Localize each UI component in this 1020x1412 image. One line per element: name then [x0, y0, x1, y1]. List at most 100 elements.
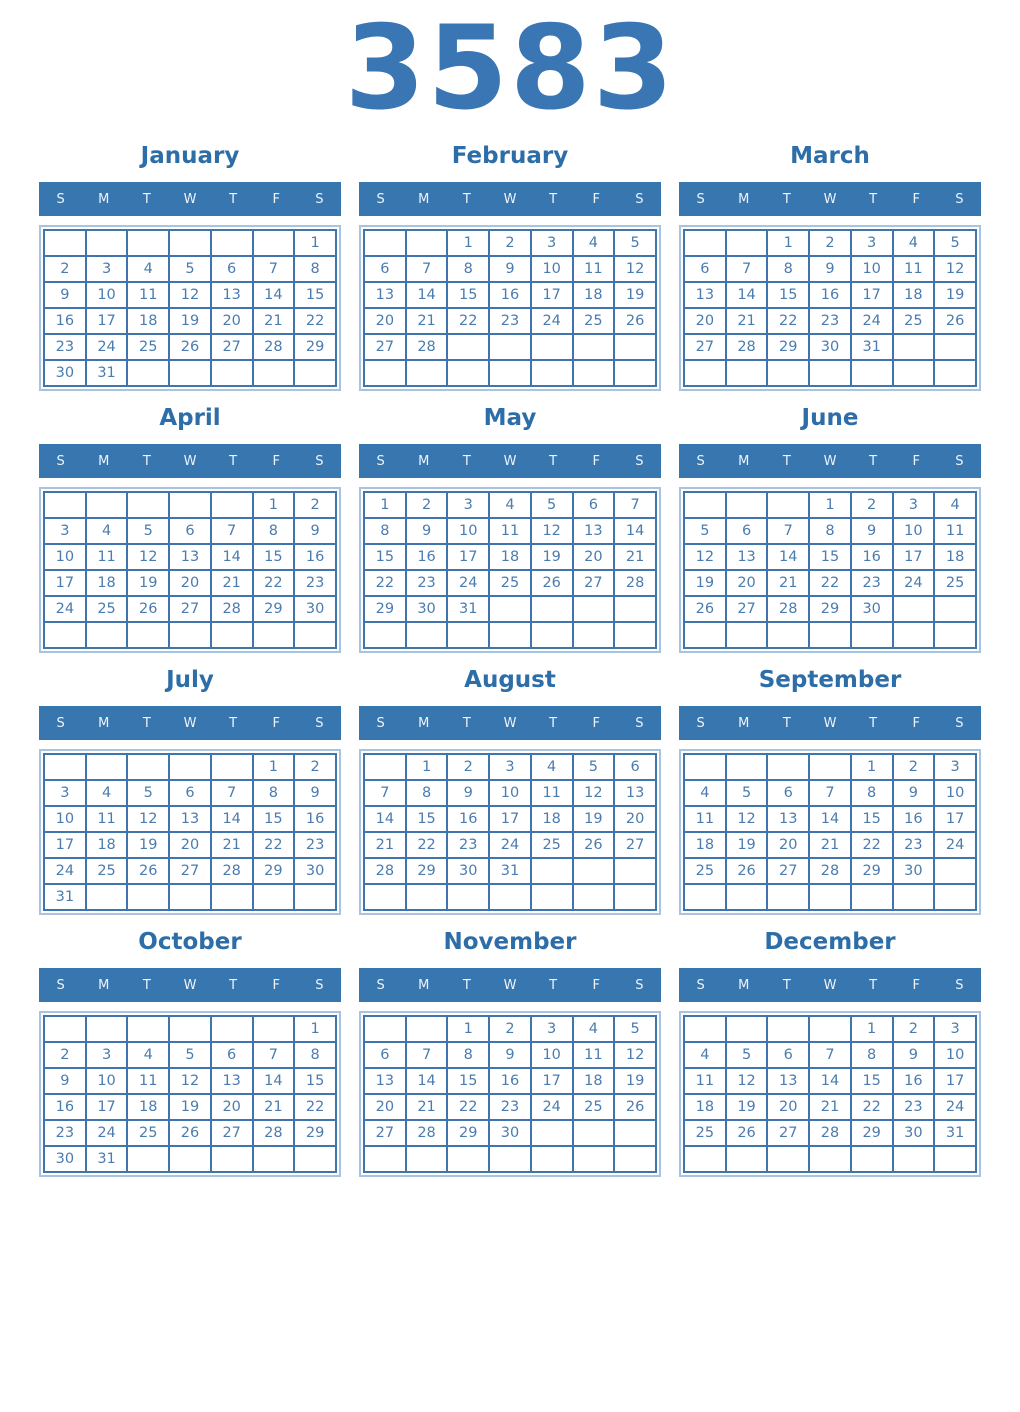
calendar-table: 1 2 3 4 5 6 7 8 9 10 11 12 13 14 15 16 17 18 19 20 21 22 23 24 2… [363, 753, 657, 912]
day-cell: 8 [251, 779, 296, 808]
day-cell: 11 [488, 517, 532, 546]
week-row: 12 13 14 15 16 17 18 [683, 543, 977, 572]
empty-day-cell [84, 1015, 129, 1044]
empty-day-cell [363, 883, 407, 912]
week-row: 31 [43, 883, 337, 912]
day-cell: 20 [766, 1093, 811, 1122]
day-cell: 27 [209, 333, 254, 362]
day-cell: 18 [933, 543, 977, 572]
month-title: July [166, 667, 214, 694]
day-cell: 31 [933, 1119, 977, 1148]
empty-day-cell [724, 753, 769, 782]
empty-day-cell [766, 621, 811, 650]
day-cell: 15 [293, 1067, 337, 1096]
day-cell: 19 [126, 831, 171, 860]
day-cell: 18 [488, 543, 532, 572]
day-cell: 24 [84, 333, 129, 362]
weekday-header: W [183, 453, 197, 469]
day-cell: 25 [488, 569, 532, 598]
day-cell: 4 [529, 753, 574, 782]
year-title: 3583 [344, 1, 676, 136]
day-cell: 17 [849, 281, 894, 310]
weekday-header: T [782, 191, 791, 207]
day-cell: 26 [724, 1119, 769, 1148]
day-cell: 21 [363, 831, 407, 860]
day-cell: 27 [209, 1119, 254, 1148]
day-cell: 2 [446, 753, 491, 782]
weekday-header: S [56, 977, 65, 993]
day-cell: 23 [849, 569, 894, 598]
day-cell: 3 [529, 1015, 574, 1044]
empty-day-cell [126, 359, 171, 388]
empty-day-cell [363, 1145, 407, 1174]
day-cell: 25 [529, 831, 574, 860]
day-cell: 22 [293, 1093, 337, 1122]
day-cell: 19 [683, 569, 727, 598]
day-cell: 17 [43, 569, 87, 598]
week-row: 6 7 8 9 10 11 12 [363, 255, 657, 284]
calendar-table: 1 2 3 4 5 6 7 8 9 10 11 12 13 14 15 16 17 18 19 20 21 22 23 24 2… [43, 1015, 337, 1174]
weekday-header: S [315, 977, 324, 993]
day-cell: 24 [933, 831, 977, 860]
day-cell: 2 [891, 1015, 936, 1044]
day-cell: 27 [168, 595, 212, 624]
empty-day-cell [613, 595, 657, 624]
day-cell: 22 [808, 569, 852, 598]
day-cell: 9 [43, 1067, 87, 1096]
weekday-header: S [696, 453, 705, 469]
day-cell: 2 [849, 491, 894, 520]
day-cell: 26 [529, 569, 574, 598]
weekday-header: F [272, 977, 281, 993]
weekday-header: T [229, 715, 238, 731]
weekday-header: W [183, 715, 197, 731]
empty-day-cell [168, 1145, 212, 1174]
weekday-header: F [592, 453, 601, 469]
month-title: May [483, 405, 537, 432]
month-grid: 1 2 3 4 5 6 7 8 9 10 11 12 13 14 15 16 17 18 19 20 21 22 23 24 2… [39, 749, 341, 916]
day-cell: 21 [404, 1093, 449, 1122]
week-row [683, 883, 977, 912]
day-cell: 12 [126, 543, 171, 572]
day-cell: 8 [849, 1041, 894, 1070]
day-cell: 14 [209, 805, 254, 834]
week-row: 26 27 28 29 30 [683, 595, 977, 624]
empty-day-cell [293, 359, 337, 388]
empty-day-cell [529, 883, 574, 912]
day-cell: 20 [683, 307, 727, 336]
day-cell: 24 [849, 307, 894, 336]
day-cell: 21 [613, 543, 657, 572]
calendar-table: 1 2 3 4 5 6 7 8 9 10 11 12 13 14 15 16 17 18 19 20 21 22 23 24 2… [683, 1015, 977, 1174]
calendar-table: 1 2 3 4 5 6 7 8 9 10 11 12 13 14 15 16 17 18 19 20 21 22 23 24 2… [363, 491, 657, 650]
day-cell: 11 [683, 805, 727, 834]
empty-day-cell [293, 1145, 337, 1174]
weekday-header: S [635, 453, 644, 469]
week-row: 1 [43, 229, 337, 258]
empty-day-cell [446, 333, 491, 362]
day-cell: 12 [168, 281, 212, 310]
day-cell: 13 [168, 543, 212, 572]
empty-day-cell [488, 333, 532, 362]
day-cell: 12 [613, 255, 657, 284]
day-cell: 13 [168, 805, 212, 834]
day-cell: 16 [43, 1093, 87, 1122]
month-title: March [790, 143, 870, 170]
day-cell: 24 [529, 1093, 574, 1122]
day-cell: 12 [683, 543, 727, 572]
day-cell: 25 [84, 595, 129, 624]
week-row: 4 5 6 7 8 9 10 [683, 779, 977, 808]
day-cell: 19 [126, 569, 171, 598]
week-row [363, 359, 657, 388]
day-cell: 9 [891, 1041, 936, 1070]
month-grid: 1 2 3 4 5 6 7 8 9 10 11 12 13 14 15 16 17 18 19 20 21 22 23 24 2… [39, 1011, 341, 1178]
day-cell: 15 [849, 805, 894, 834]
day-cell: 2 [808, 229, 852, 258]
weekday-header: M [98, 191, 110, 207]
day-cell: 27 [363, 333, 407, 362]
weekday-header: W [823, 453, 837, 469]
day-cell: 12 [724, 805, 769, 834]
empty-day-cell [808, 1015, 852, 1044]
weekday-header: T [782, 977, 791, 993]
empty-day-cell [683, 229, 727, 258]
month-title: June [801, 405, 859, 432]
